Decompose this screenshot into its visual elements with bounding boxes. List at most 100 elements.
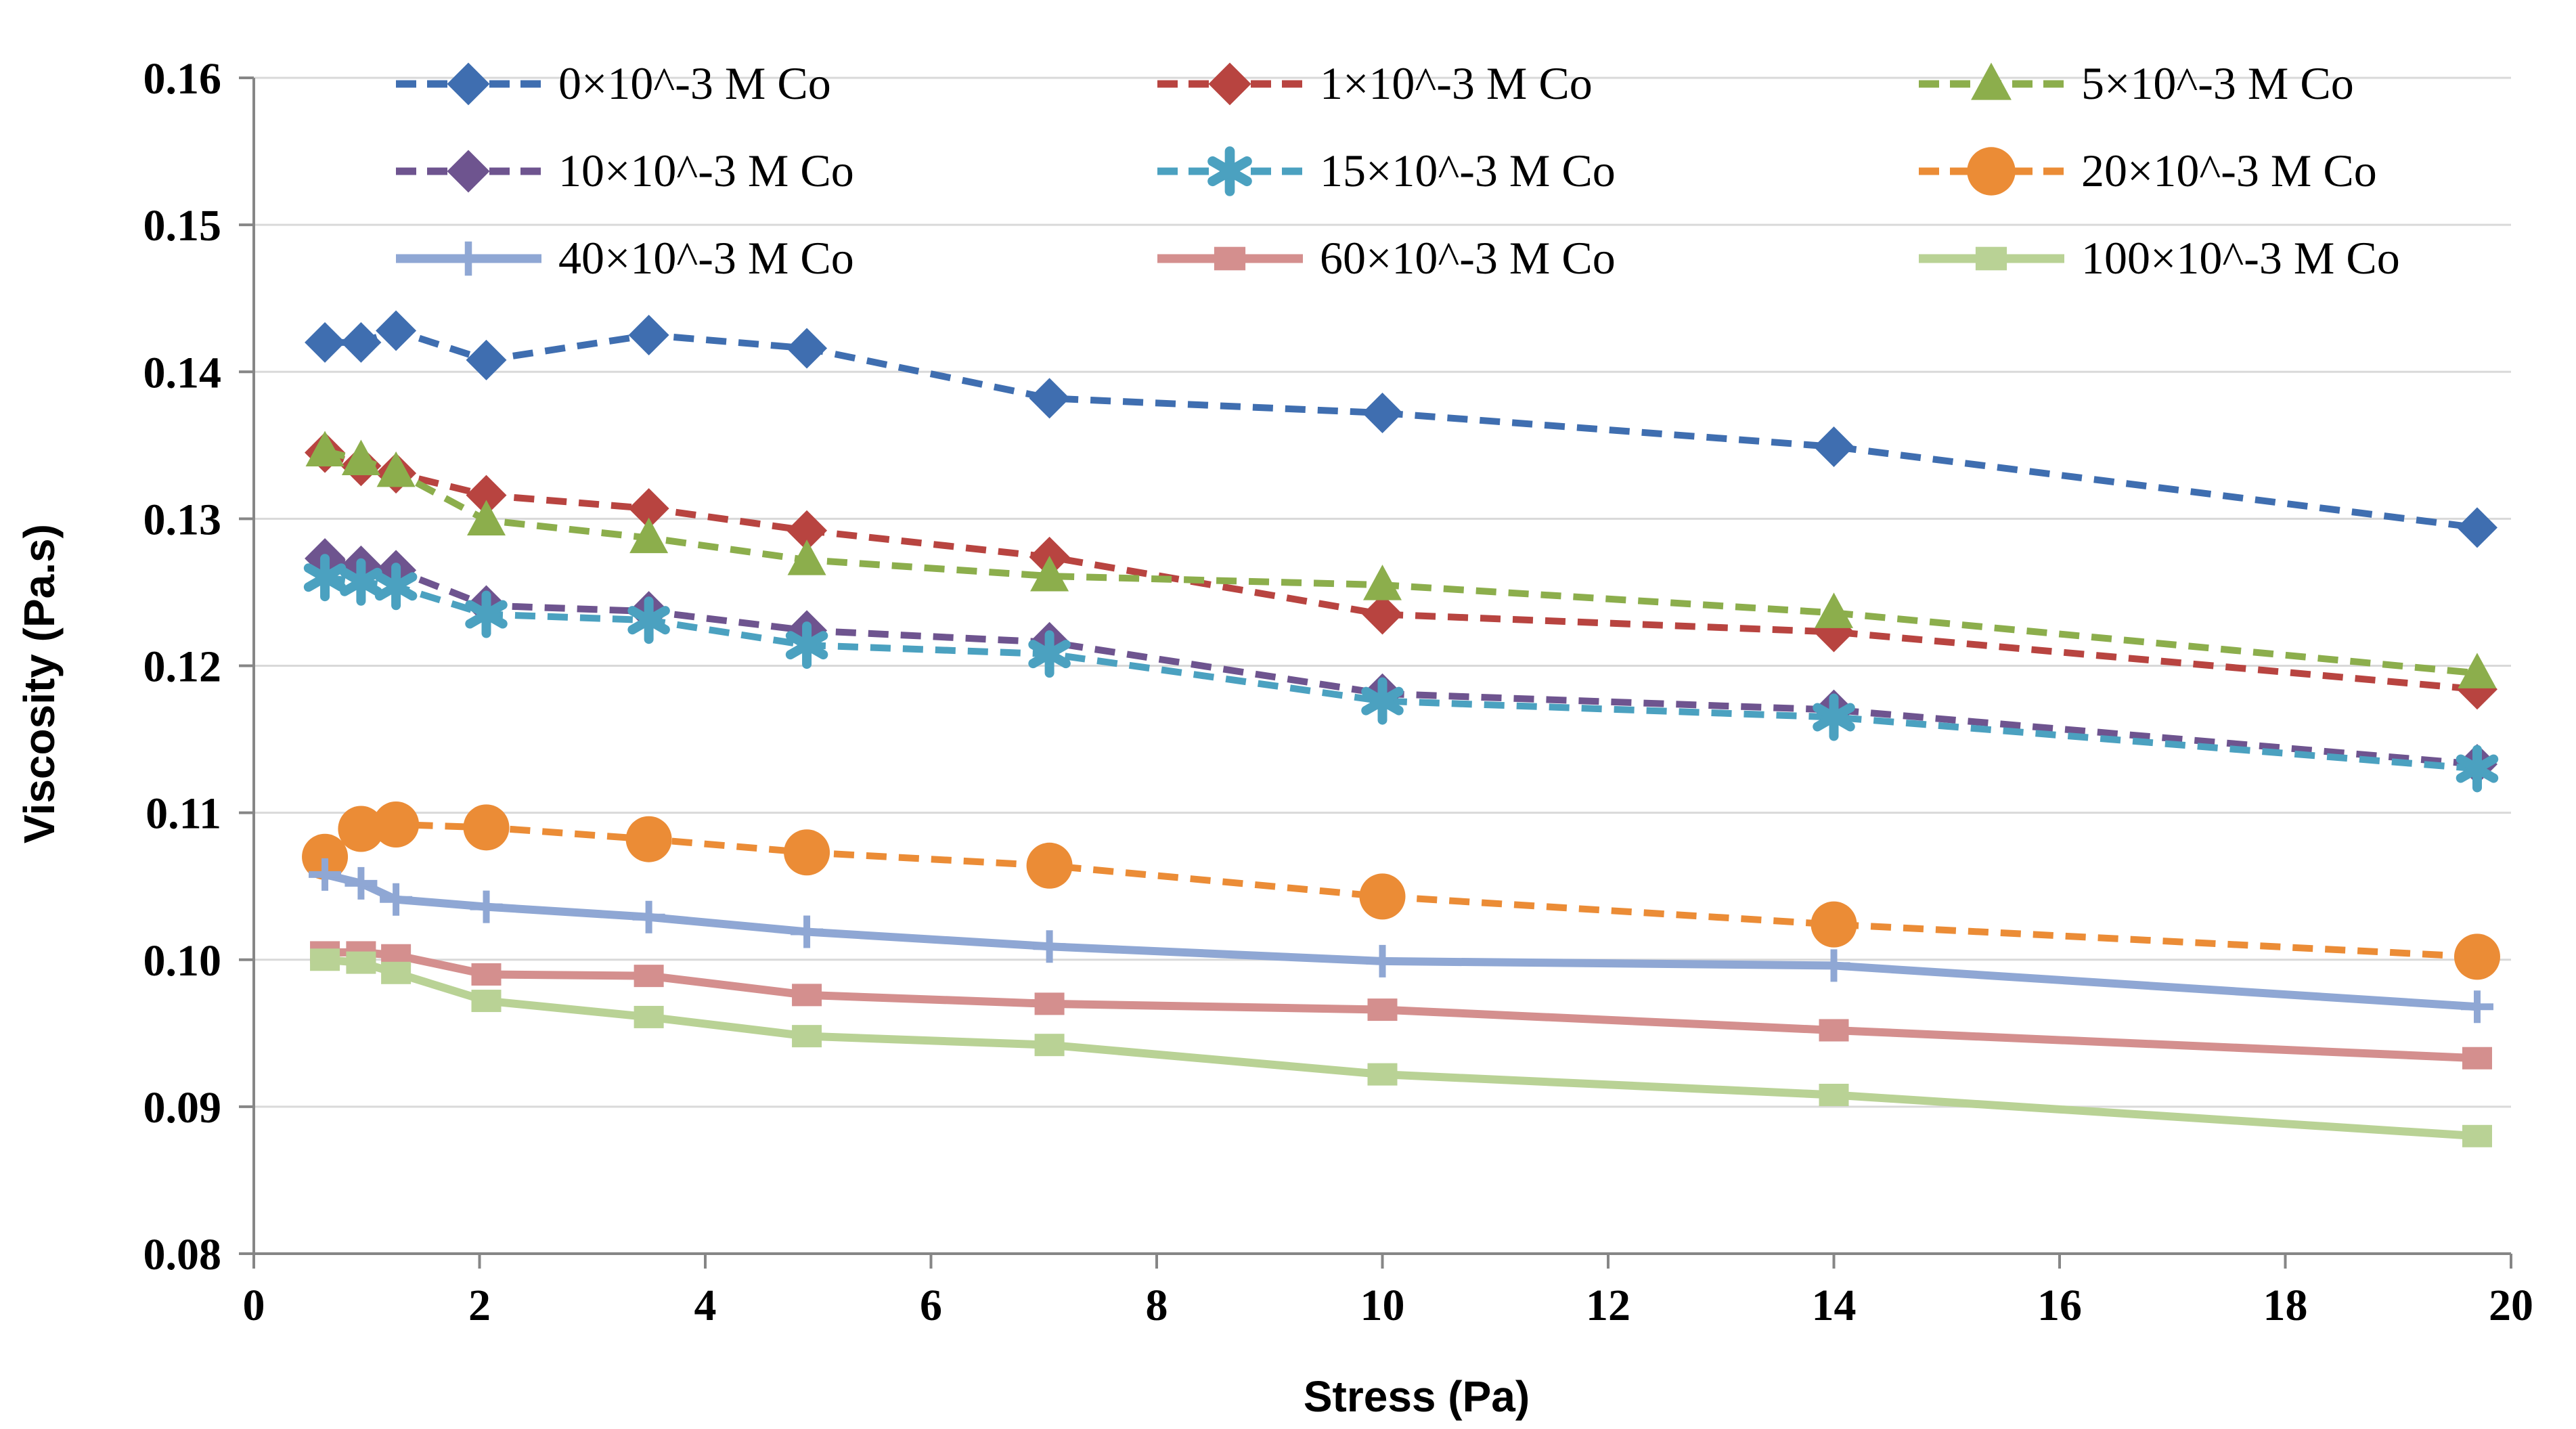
data-point — [786, 510, 828, 551]
series-line — [324, 447, 2478, 677]
data-point — [2456, 745, 2499, 793]
legend-entry: 15×10^-3 M Co — [1157, 145, 1616, 196]
data-point — [2462, 1047, 2492, 1070]
series-line — [324, 955, 2478, 1141]
x-tick-label: 18 — [2263, 1281, 2308, 1330]
x-tick-label: 12 — [1586, 1281, 1630, 1330]
data-point — [381, 961, 412, 984]
legend-entry: 5×10^-3 M Co — [1919, 58, 2354, 109]
data-point — [791, 915, 824, 948]
data-point — [373, 801, 420, 848]
data-point — [632, 900, 665, 933]
data-point — [786, 328, 828, 369]
data-point — [1366, 944, 1399, 977]
data-point — [625, 816, 672, 862]
x-tick-label: 10 — [1360, 1281, 1405, 1330]
data-point — [634, 965, 664, 988]
y-tick-label: 0.15 — [143, 201, 222, 250]
legend-label: 10×10^-3 M Co — [558, 145, 854, 196]
gridlines — [254, 76, 2511, 1108]
x-tick-label: 2 — [468, 1281, 491, 1330]
legend-marker — [447, 62, 490, 106]
data-point — [466, 475, 507, 516]
series-group — [309, 858, 2493, 1024]
legend-entry: 0×10^-3 M Co — [396, 58, 831, 109]
data-point — [1033, 930, 1066, 963]
data-point — [338, 806, 384, 852]
data-point — [345, 866, 378, 900]
data-point — [463, 804, 510, 851]
data-point — [467, 500, 506, 536]
data-point — [340, 558, 382, 606]
tick-labels: 0.08 0.09 0.10 0.11 0.12 0.13 0.14 0.15 0.16 0 2 4 6… — [143, 54, 2534, 1330]
series-group — [310, 948, 2492, 1147]
data-point — [2456, 507, 2497, 548]
data-point — [1815, 592, 1853, 628]
series-line — [324, 870, 2478, 1011]
data-point — [627, 596, 670, 644]
data-point — [634, 1005, 664, 1028]
legend-label: 40×10^-3 M Co — [558, 232, 854, 284]
legend-marker — [447, 150, 490, 193]
data-point — [466, 339, 507, 380]
data-point — [787, 540, 826, 575]
data-point — [1819, 1019, 1849, 1042]
data-point — [1811, 901, 1857, 948]
x-tick-label: 14 — [1812, 1281, 1857, 1330]
data-point — [785, 621, 828, 669]
legend-entry: 40×10^-3 M Co — [396, 232, 854, 284]
data-point — [465, 590, 508, 638]
data-point — [374, 563, 418, 611]
data-point — [346, 951, 376, 974]
legend-entry: 20×10^-3 M Co — [1919, 145, 2377, 196]
legend-entry: 100×10^-3 M Co — [1919, 232, 2400, 284]
y-tick-label: 0.14 — [143, 348, 222, 397]
data-point — [628, 488, 669, 529]
x-axis-title: Stress (Pa) — [1304, 1372, 1530, 1421]
series-group — [305, 431, 2497, 688]
data-point — [303, 554, 347, 602]
data-point — [1361, 677, 1404, 725]
data-point — [470, 890, 503, 923]
legend-label: 1×10^-3 M Co — [1320, 58, 1593, 109]
data-point — [1026, 842, 1073, 889]
series-line — [325, 948, 2478, 1063]
legend-label: 60×10^-3 M Co — [1320, 232, 1616, 284]
legend-marker — [1971, 62, 2012, 100]
x-tick-label: 16 — [2037, 1281, 2082, 1330]
legend: 0×10^-3 M Co 1×10^-3 M Co 5×10^-3 M Co 10×1… — [396, 58, 2400, 284]
data-point — [340, 322, 382, 363]
legend-label: 20×10^-3 M Co — [2081, 145, 2377, 196]
data-point — [2453, 933, 2500, 980]
y-tick-label: 0.08 — [143, 1230, 222, 1279]
legend-marker — [451, 241, 486, 276]
data-point — [792, 984, 822, 1007]
data-point — [1363, 565, 1402, 600]
y-tick-label: 0.11 — [146, 789, 221, 839]
data-point — [784, 829, 830, 876]
x-tick-label: 6 — [920, 1281, 942, 1330]
data-point — [1034, 992, 1065, 1015]
data-point — [2460, 990, 2493, 1024]
data-point — [2462, 1124, 2492, 1147]
data-point — [1362, 393, 1403, 434]
series-group — [305, 310, 2497, 548]
data-point — [2458, 653, 2497, 688]
data-point — [792, 1025, 822, 1048]
data-point — [629, 517, 669, 554]
y-tick-label: 0.12 — [143, 642, 222, 692]
y-tick-label: 0.09 — [143, 1083, 222, 1133]
legend-entry: 10×10^-3 M Co — [396, 145, 854, 196]
data-point — [376, 310, 417, 351]
series-group — [303, 554, 2499, 793]
y-tick-label: 0.13 — [143, 495, 222, 544]
data-point — [1367, 998, 1398, 1021]
series — [302, 310, 2500, 1147]
data-point — [1362, 594, 1403, 635]
x-tick-label: 4 — [694, 1281, 717, 1330]
legend-entry: 1×10^-3 M Co — [1157, 58, 1593, 109]
legend-marker — [1214, 246, 1246, 271]
legend-label: 15×10^-3 M Co — [1320, 145, 1616, 196]
